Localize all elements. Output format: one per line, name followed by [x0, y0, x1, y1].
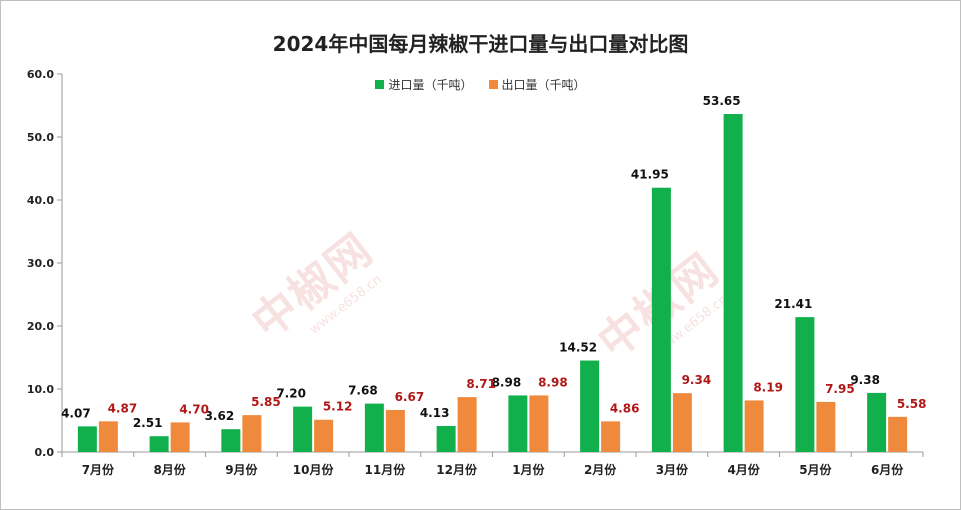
import-value-label: 7.68	[348, 384, 378, 398]
import-value-label: 21.41	[774, 297, 812, 311]
export-bar	[314, 419, 334, 452]
export-value-label: 8.19	[753, 380, 783, 394]
import-bar	[580, 360, 600, 452]
legend-swatch-import	[375, 80, 385, 89]
x-tick-label: 12月份	[436, 462, 478, 477]
export-bar	[888, 416, 908, 452]
export-value-label: 4.87	[108, 401, 138, 415]
import-value-label: 9.38	[850, 373, 880, 387]
import-value-label: 4.13	[420, 406, 450, 420]
x-tick-label: 9月份	[225, 462, 258, 477]
export-value-label: 7.95	[825, 382, 855, 396]
legend-swatch-export	[488, 80, 498, 89]
x-tick-label: 5月份	[799, 462, 832, 477]
import-value-label: 3.62	[205, 409, 235, 423]
import-value-label: 53.65	[703, 94, 741, 108]
x-tick-label: 7月份	[82, 462, 115, 477]
chart-title: 2024年中国每月辣椒干进口量与出口量对比图	[272, 32, 689, 56]
export-bar	[242, 415, 262, 452]
y-tick-label: 10.0	[27, 383, 54, 396]
export-bar	[672, 393, 692, 452]
x-tick-label: 8月份	[153, 462, 186, 477]
y-tick-label: 40.0	[27, 194, 54, 207]
export-bar	[744, 400, 764, 452]
export-bar	[457, 397, 477, 452]
export-value-label: 6.67	[395, 390, 425, 404]
import-value-label: 8.98	[492, 375, 522, 389]
x-tick-label: 1月份	[512, 462, 545, 477]
export-bar	[601, 421, 621, 452]
y-tick-label: 0.0	[35, 446, 55, 459]
import-bar	[293, 406, 313, 452]
import-bar	[867, 392, 887, 452]
export-bar	[816, 401, 836, 452]
export-bar	[170, 422, 190, 452]
export-value-label: 8.98	[538, 375, 568, 389]
import-value-label: 41.95	[631, 168, 669, 182]
import-value-label: 7.20	[276, 387, 306, 401]
y-tick-label: 20.0	[27, 320, 54, 333]
import-bar	[221, 429, 241, 452]
import-value-label: 14.52	[559, 341, 597, 355]
export-bar	[98, 421, 118, 452]
import-bar	[364, 403, 384, 452]
export-value-label: 5.12	[323, 400, 353, 414]
x-tick-label: 6月份	[871, 462, 904, 477]
import-bar	[651, 187, 671, 452]
export-value-label: 9.34	[682, 373, 712, 387]
x-tick-label: 2月份	[584, 462, 617, 477]
export-value-label: 4.70	[179, 402, 209, 416]
y-tick-label: 50.0	[27, 131, 54, 144]
import-value-label: 2.51	[133, 416, 163, 430]
import-value-label: 4.07	[61, 406, 91, 420]
import-bar	[436, 425, 456, 452]
export-value-label: 8.71	[466, 377, 496, 391]
x-tick-label: 3月份	[656, 462, 689, 477]
x-tick-label: 10月份	[293, 462, 335, 477]
legend-label-export: 出口量（千吨）	[501, 78, 586, 92]
chart-legend: 进口量（千吨） 出口量（千吨）	[0, 76, 961, 93]
export-value-label: 5.58	[897, 397, 927, 411]
x-tick-label: 11月份	[365, 462, 407, 477]
y-tick-label: 60.0	[27, 68, 54, 81]
legend-item-export[interactable]: 出口量（千吨）	[488, 76, 586, 93]
export-bar	[385, 409, 405, 452]
import-bar	[149, 436, 169, 452]
export-value-label: 4.86	[610, 401, 640, 415]
export-bar	[529, 395, 549, 452]
legend-item-import[interactable]: 进口量（千吨）	[375, 76, 473, 93]
import-bar	[508, 395, 528, 452]
import-bar	[77, 426, 97, 452]
import-bar	[795, 317, 815, 452]
legend-label-import: 进口量（千吨）	[388, 78, 473, 92]
x-tick-label: 4月份	[727, 462, 760, 477]
y-tick-label: 30.0	[27, 257, 54, 270]
import-bar	[723, 114, 743, 452]
export-value-label: 5.85	[251, 395, 281, 409]
